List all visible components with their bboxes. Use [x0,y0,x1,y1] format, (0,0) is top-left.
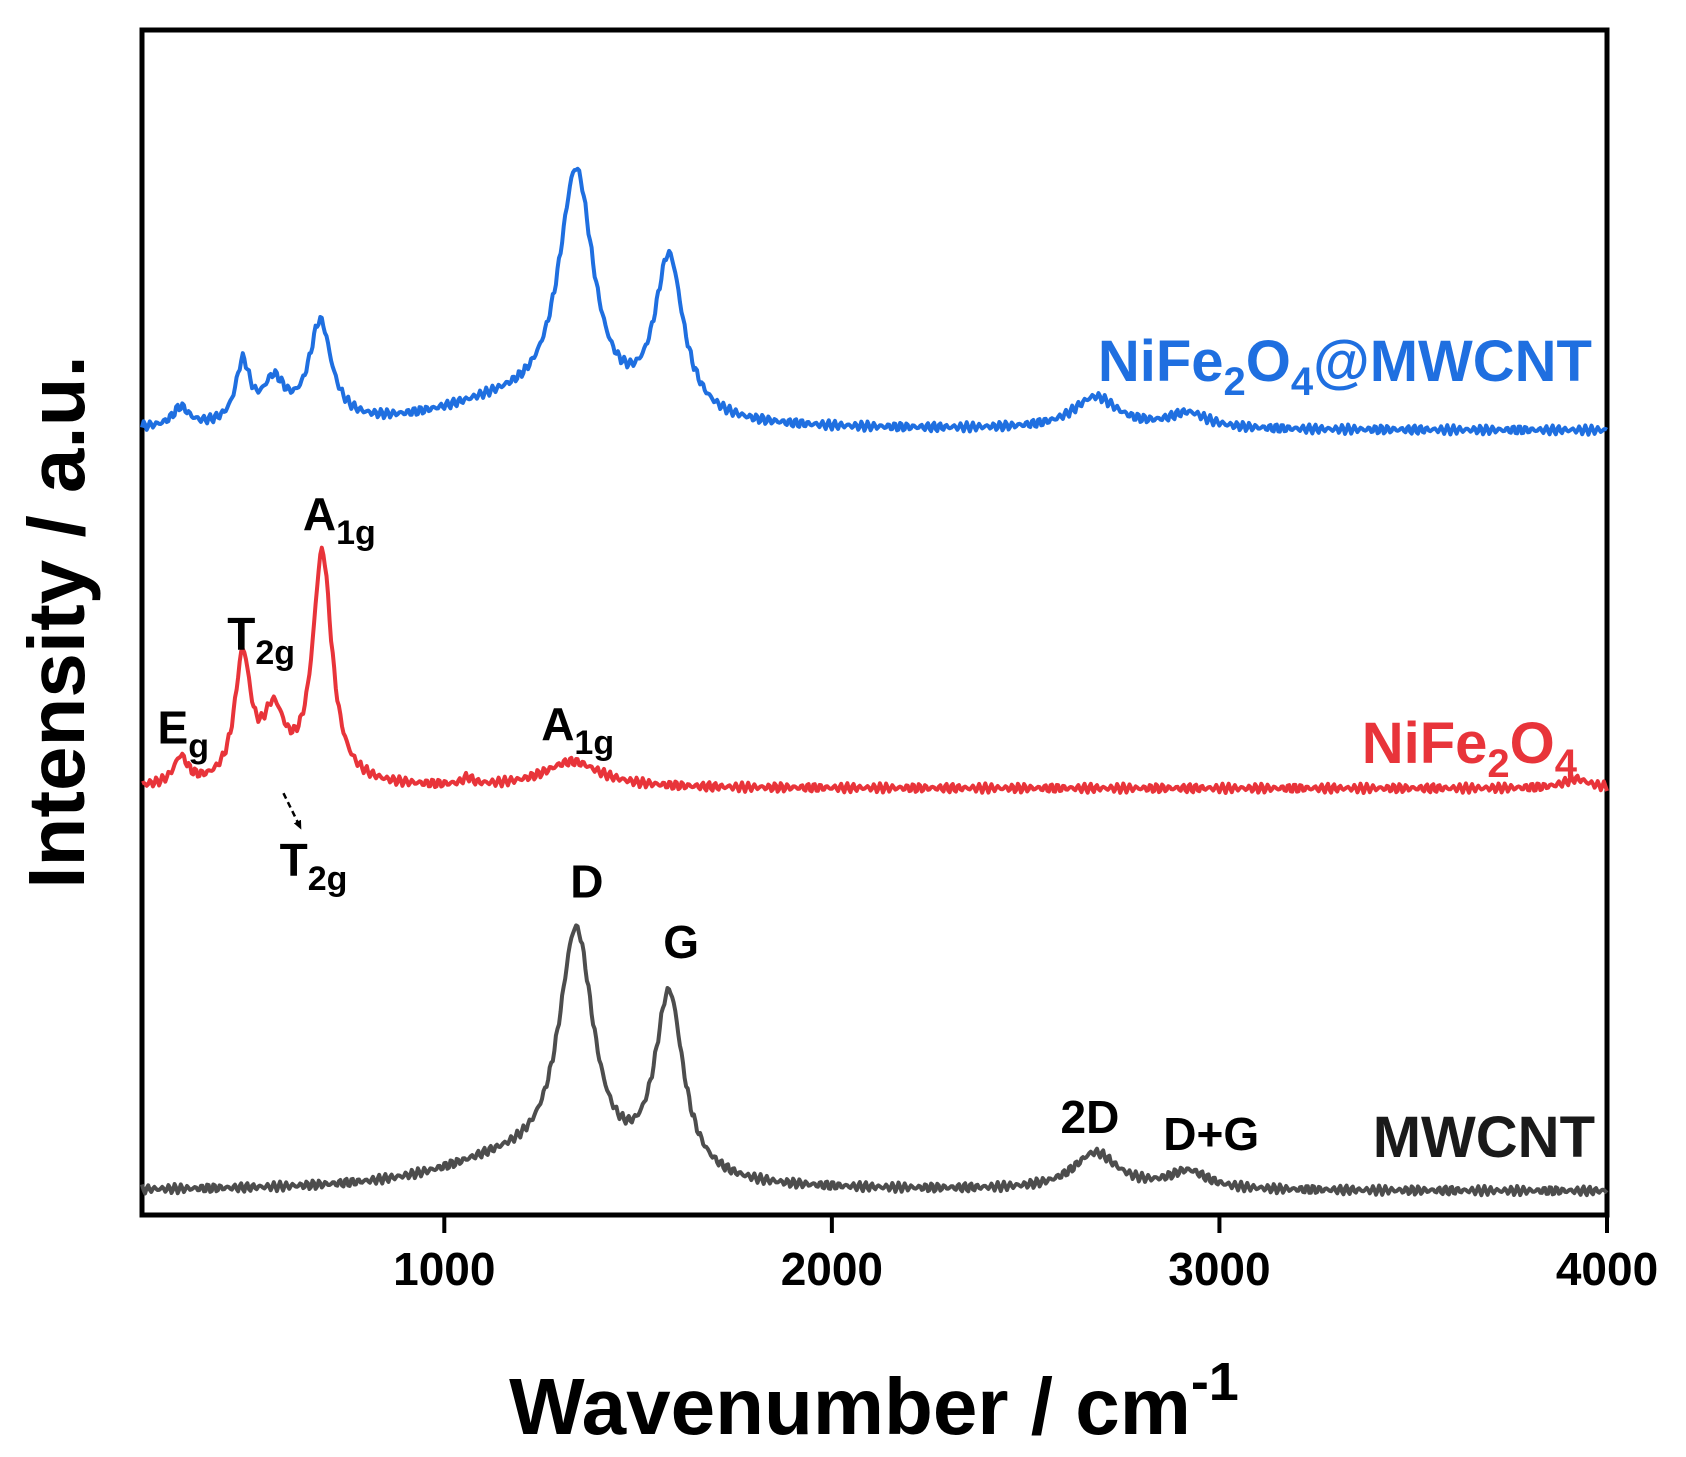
x-tick-label-2000: 2000 [781,1243,883,1295]
annotation-t2g-upper: T2g [227,608,295,672]
series-layer [140,166,1609,1198]
x-tick-label-1000: 1000 [393,1243,495,1295]
series-label-nife2o4-mwcnt: NiFe2O4@MWCNT [1098,329,1592,404]
annotation-d: D [570,855,603,907]
annotation-dg: D+G [1163,1108,1259,1160]
series-labels: NiFe2O4@MWCNT NiFe2O4 MWCNT [1098,329,1595,1170]
x-axis-label: Wavenumber / cm-1 [509,1352,1239,1451]
annotation-g: G [663,916,699,968]
x-tick-label-3000: 3000 [1168,1243,1270,1295]
annotation-a1g-lower: A1g [541,698,614,762]
series-label-mwcnt: MWCNT [1373,1105,1595,1170]
plot-frame [139,27,1610,1218]
x-axis-ticks: 1000 2000 3000 4000 [393,1215,1658,1295]
annotation-a1g-upper: A1g [303,488,376,552]
series-line-nife2o4-mwcnt [140,166,1608,437]
annotation-eg: Eg [158,701,209,765]
x-tick-label-4000: 4000 [1556,1243,1658,1295]
series-label-nife2o4: NiFe2O4 [1362,711,1578,786]
series-line-nife2o4 [141,545,1609,795]
t2g-arrow [282,792,303,830]
series-line-mwcnt [140,923,1609,1198]
annotation-2d: 2D [1061,1091,1120,1143]
annotation-t2g-lower: T2g [280,834,348,898]
y-axis-label: Intensity / a.u. [12,355,101,888]
